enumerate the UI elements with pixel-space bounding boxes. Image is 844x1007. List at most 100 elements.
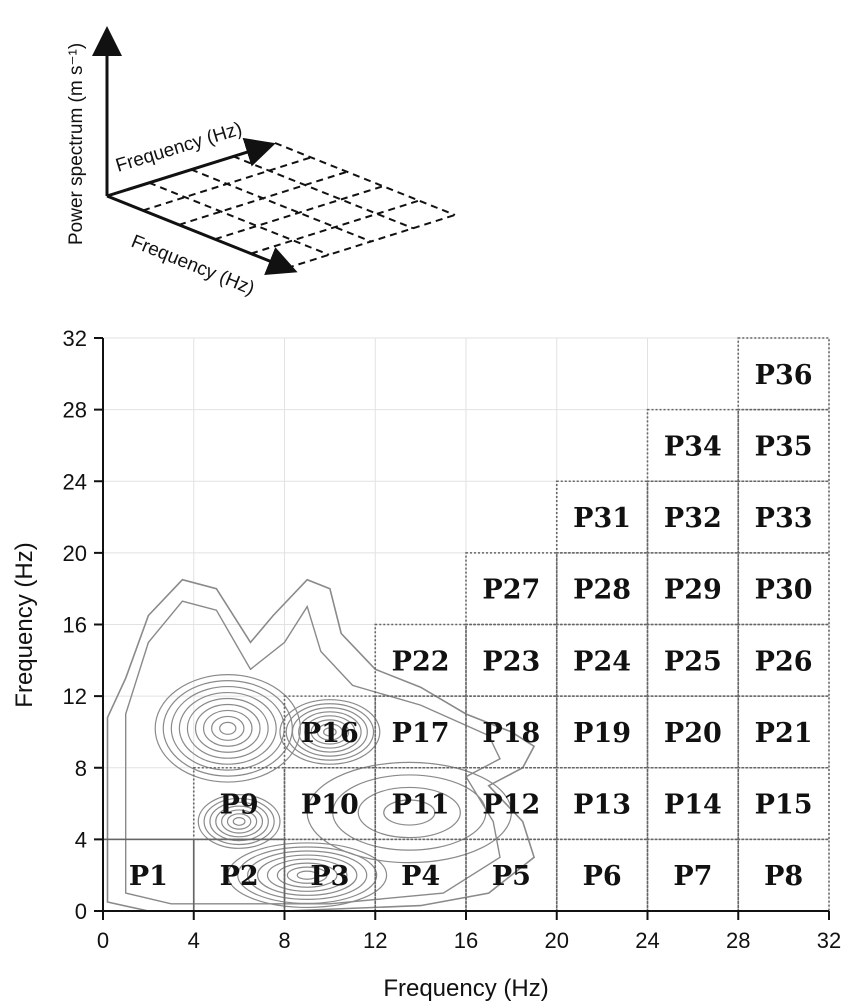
partition-label-p30: P30: [755, 575, 813, 606]
partition-box-p11: [374, 766, 467, 841]
partition-box-p7: [646, 838, 740, 912]
partition-box-p22: [374, 623, 467, 697]
partition-box-p33: [737, 480, 830, 554]
partition-box-p14: [646, 766, 740, 841]
y-tick-label: 28: [63, 398, 87, 423]
inset-diagram: Power spectrum (m s⁻¹) Frequency (Hz) Fr…: [66, 26, 456, 300]
inset-depth-axis-label: Frequency (Hz): [113, 118, 244, 176]
partition-box-p4: [374, 838, 467, 912]
partition-box-p18: [465, 695, 558, 769]
contour-ring: [178, 691, 277, 765]
partition-box-p3: [283, 838, 377, 912]
inset-horizontal-axis-label: Frequency (Hz): [128, 231, 257, 300]
partition-label-p17: P17: [392, 718, 450, 749]
bispectrum-chart: P1 P2 P3 P4 P5 P6 P7 P8 P9 P10 P11 P12 P13 P14 P15 P16 P…: [11, 326, 841, 1002]
partition-box-p8: [737, 838, 830, 912]
contour-ring: [291, 707, 368, 757]
partition-box-p17: [374, 695, 467, 769]
contour-ring: [226, 813, 252, 830]
partition-box-p23: [465, 623, 558, 697]
contour-ring: [203, 797, 275, 846]
x-tick-label: 12: [363, 928, 387, 953]
partition-label-p35: P35: [755, 431, 813, 462]
partition-box-p26: [737, 623, 830, 697]
contour-ring: [194, 703, 261, 753]
partition-label-p31: P31: [573, 503, 631, 534]
partition-label-p15: P15: [755, 790, 813, 821]
contour-ring: [186, 697, 269, 759]
contour-ring: [285, 703, 375, 761]
contour-ring: [211, 715, 245, 741]
contour-ring: [256, 854, 358, 896]
contour-ring: [221, 809, 258, 834]
partition-label-p6: P6: [583, 861, 622, 892]
partition-boxes: [102, 337, 830, 912]
partition-box-p12: [465, 766, 558, 841]
y-tick-label: 12: [63, 684, 87, 709]
partition-box-p9: [192, 766, 286, 841]
x-tick-label: 24: [635, 928, 659, 953]
partition-box-p24: [555, 623, 649, 697]
partition-label-p8: P8: [764, 861, 803, 892]
partition-box-p21: [737, 695, 830, 769]
inset-grid-line: [190, 168, 372, 243]
y-tick-label: 16: [63, 613, 87, 638]
inset-grid-line: [148, 181, 330, 256]
partition-box-p13: [555, 766, 649, 841]
partition-label-p1: P1: [129, 861, 168, 892]
partition-label-p10: P10: [301, 790, 359, 821]
partition-label-p14: P14: [664, 790, 722, 821]
contour-ring: [279, 699, 381, 765]
partition-labels: P1 P2 P3 P4 P5 P6 P7 P8 P9 P10 P11 P12 P13 P14 P15 P16 P…: [129, 360, 813, 892]
partition-label-p21: P21: [755, 718, 813, 749]
y-axis-ticks: 0 4 8 12 16 20 24 28 32: [63, 326, 103, 924]
y-tick-label: 20: [63, 541, 87, 566]
partition-label-p19: P19: [573, 718, 631, 749]
partition-box-p27: [465, 552, 558, 626]
contour-ring: [298, 711, 362, 753]
x-tick-label: 16: [454, 928, 478, 953]
contour-ring: [197, 794, 281, 849]
contour-ring: [306, 761, 512, 864]
x-tick-label: 32: [817, 928, 841, 953]
contour-ring: [202, 709, 253, 747]
contour-ring: [247, 850, 368, 900]
contour-ring: [383, 799, 436, 826]
partition-box-p5: [465, 838, 558, 912]
inset-depth-axis: [106, 137, 276, 198]
partition-label-p33: P33: [755, 503, 813, 534]
partition-box-p25: [646, 623, 740, 697]
inset-grid-line: [250, 199, 420, 255]
contour-ring: [323, 727, 337, 737]
partition-label-p11: P11: [392, 790, 450, 821]
partition-label-p25: P25: [664, 646, 722, 677]
x-tick-label: 8: [278, 928, 290, 953]
partition-box-p31: [555, 480, 649, 554]
contour-ring: [232, 817, 246, 826]
partition-label-p36: P36: [755, 360, 813, 391]
y-tick-label: 4: [75, 827, 87, 852]
contour-ring: [316, 723, 343, 741]
partition-box-p32: [646, 480, 740, 554]
partition-box-p36: [737, 337, 830, 411]
partition-label-p34: P34: [664, 431, 722, 462]
y-tick-label: 0: [75, 899, 87, 924]
partition-box-p16: [283, 695, 377, 769]
contour-ring: [154, 674, 301, 783]
x-tick-label: 0: [97, 928, 109, 953]
partition-box-p35: [737, 408, 830, 483]
contour-ring: [276, 862, 338, 888]
x-axis-ticks: 0 4 8 12 16 20 24 28 32: [97, 911, 841, 953]
y-tick-label: 8: [75, 756, 87, 781]
y-tick-label: 24: [63, 469, 87, 494]
partition-box-p30: [737, 552, 830, 626]
contour-ring: [286, 866, 328, 884]
partition-label-p9: P9: [220, 790, 259, 821]
x-tick-label: 20: [545, 928, 569, 953]
contour-ring: [266, 858, 348, 892]
contour-ring: [237, 846, 378, 904]
partition-label-p16: P16: [301, 718, 359, 749]
contour-ring: [357, 786, 461, 839]
contour-ring: [162, 680, 293, 777]
